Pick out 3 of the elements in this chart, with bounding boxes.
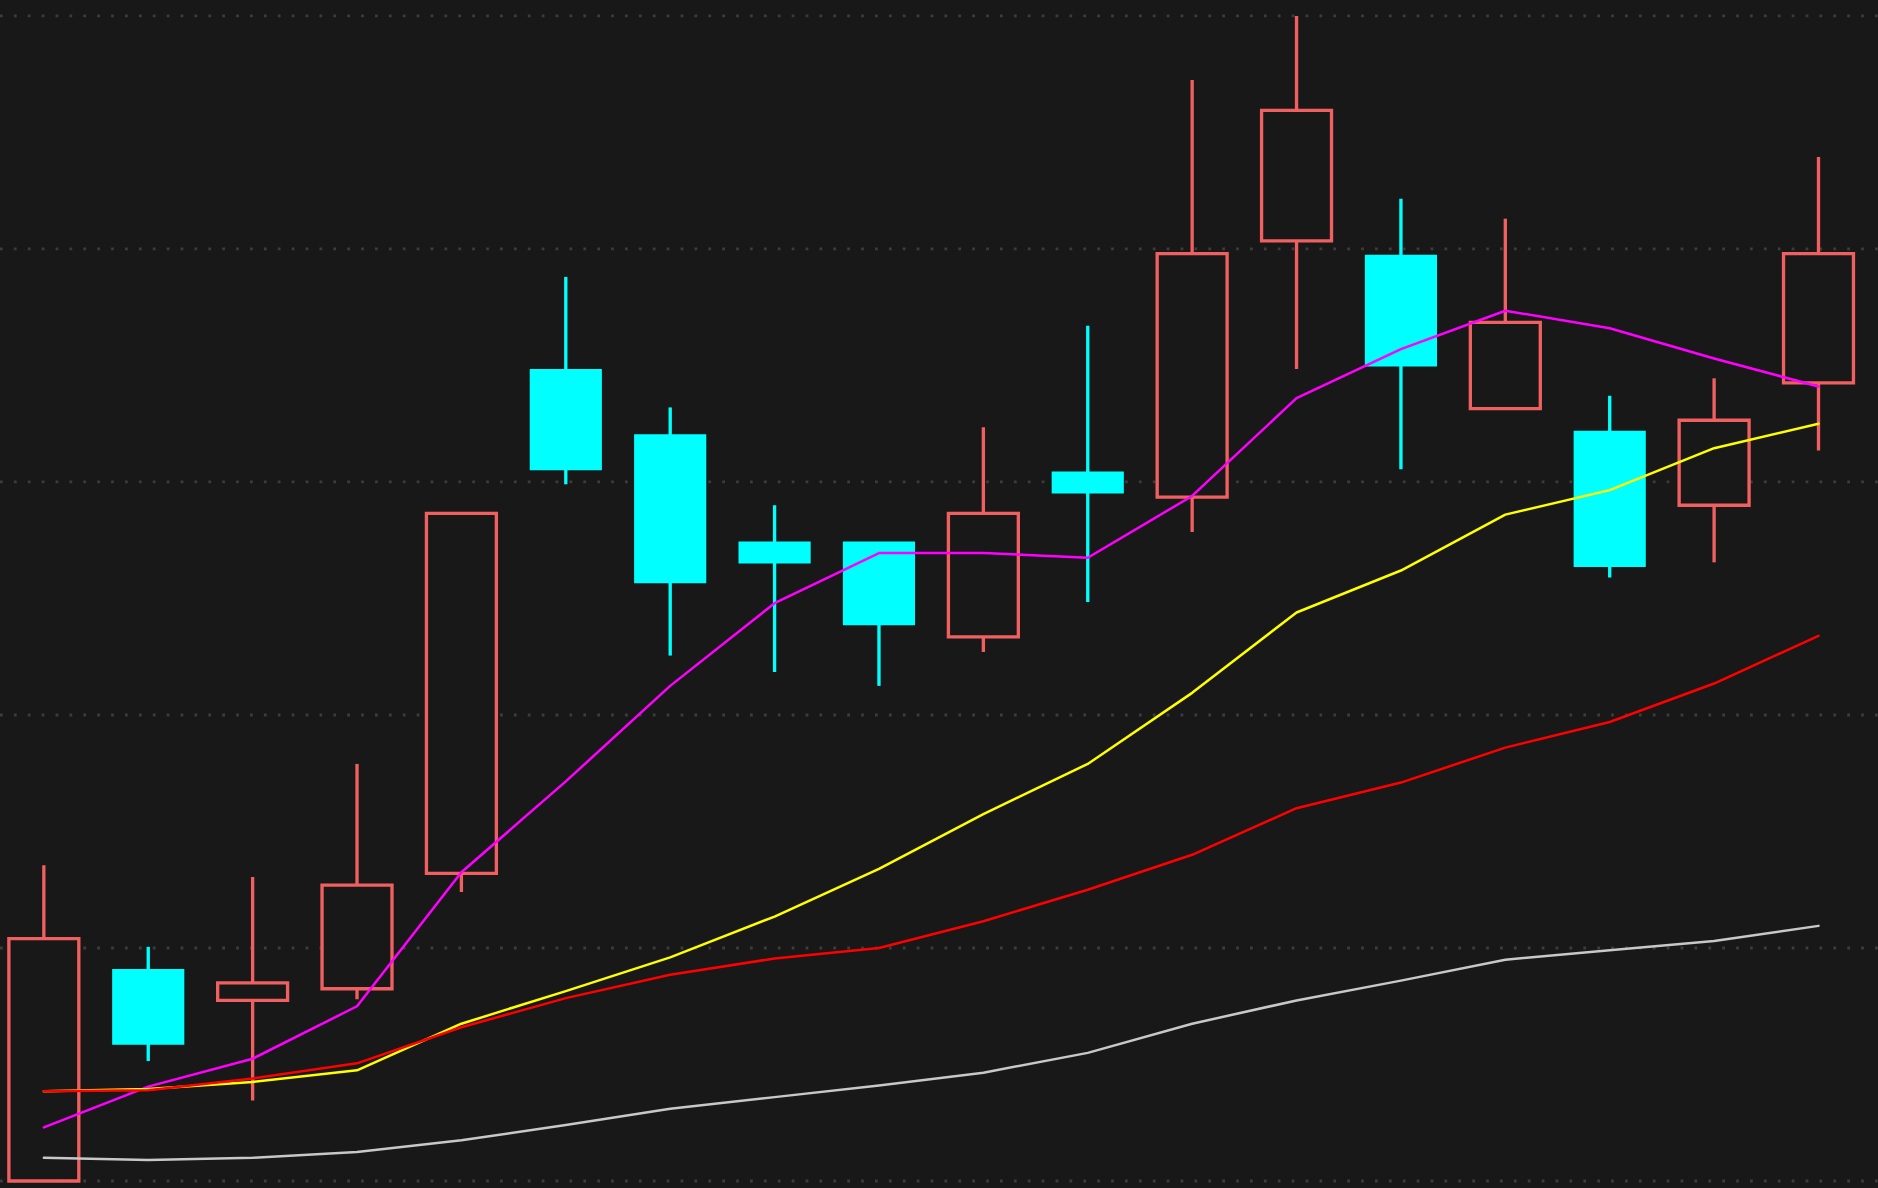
candlestick bbox=[738, 503, 811, 674]
candlestick bbox=[215, 875, 290, 1103]
candlestick bbox=[1051, 324, 1124, 604]
